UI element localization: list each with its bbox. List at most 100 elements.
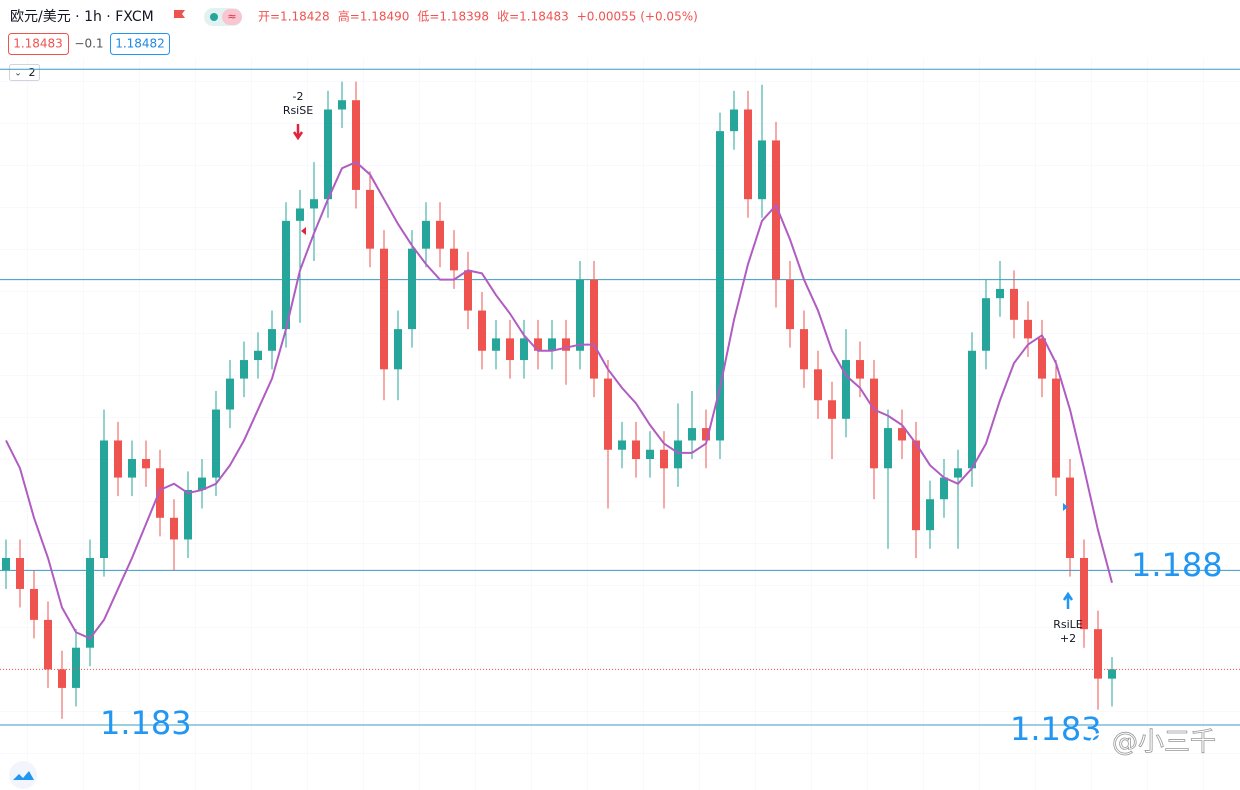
signal-name: RsiLE bbox=[1053, 618, 1083, 631]
candle-body bbox=[128, 459, 136, 478]
candle-body bbox=[842, 360, 850, 419]
candle-body bbox=[114, 440, 122, 478]
line-label: 1.183 bbox=[1010, 710, 1102, 748]
candle-body bbox=[366, 189, 374, 249]
legend-item: 收=1.18483 bbox=[497, 10, 569, 24]
candle-body bbox=[744, 109, 752, 200]
flag-icon[interactable] bbox=[174, 10, 185, 18]
candle-body bbox=[338, 100, 346, 110]
candle-body bbox=[968, 350, 976, 469]
signal-name: RsiSE bbox=[283, 104, 313, 117]
legend-item: +0.00055 (+0.05%) bbox=[577, 10, 698, 24]
badge-text: 1.18483 bbox=[13, 37, 63, 51]
legend-item: 开=1.18428 bbox=[258, 10, 330, 24]
candle-body bbox=[296, 208, 304, 221]
candle-body bbox=[506, 338, 514, 361]
chevron: ⌄ bbox=[14, 69, 22, 79]
logo-bg[interactable] bbox=[9, 761, 37, 789]
watermark-icon bbox=[1090, 733, 1110, 753]
candle-body bbox=[926, 499, 934, 531]
candle-body bbox=[982, 298, 990, 351]
candle-body bbox=[310, 199, 318, 209]
candle-body bbox=[16, 558, 24, 589]
candle-body bbox=[240, 360, 248, 379]
candle-body bbox=[520, 338, 528, 361]
candle-body bbox=[282, 220, 290, 330]
signal-marker bbox=[1063, 503, 1068, 511]
candle-body bbox=[996, 288, 1004, 299]
candle-body bbox=[548, 338, 556, 351]
candle-body bbox=[450, 248, 458, 271]
candle-body bbox=[716, 131, 724, 441]
candle-body bbox=[814, 369, 822, 401]
candle-body bbox=[268, 329, 276, 351]
signal-qty: +2 bbox=[1060, 632, 1076, 645]
candle-body bbox=[324, 109, 332, 200]
dot-icon bbox=[210, 13, 218, 21]
wave-symbol: ≈ bbox=[227, 10, 236, 23]
candle-body bbox=[884, 428, 892, 469]
candle-body bbox=[394, 329, 402, 370]
candle-body bbox=[898, 428, 906, 441]
candle-body bbox=[254, 350, 262, 361]
candle-body bbox=[688, 428, 696, 441]
candle-body bbox=[492, 338, 500, 351]
candle-body bbox=[1024, 319, 1032, 339]
candle-body bbox=[660, 449, 668, 469]
candle-body bbox=[828, 400, 836, 419]
line-label: 1.188 bbox=[1131, 546, 1223, 584]
candle-body bbox=[534, 338, 542, 351]
indicator-count: 2 bbox=[29, 66, 36, 79]
candle-body bbox=[212, 409, 220, 478]
candle-body bbox=[478, 310, 486, 351]
symbol[interactable]: 欧元/美元 · 1h · FXCM bbox=[10, 9, 154, 25]
candle-body bbox=[156, 468, 164, 518]
candle-body bbox=[352, 100, 360, 190]
candle-body bbox=[702, 428, 710, 441]
candle-body bbox=[86, 558, 94, 648]
badge bbox=[110, 33, 170, 55]
badge-text: 1.18482 bbox=[115, 37, 165, 51]
candle-body bbox=[758, 140, 766, 200]
candle-body bbox=[562, 338, 570, 351]
legend-item: 高=1.18490 bbox=[338, 9, 410, 24]
signal-arrow bbox=[1062, 591, 1074, 609]
candle-body bbox=[142, 459, 150, 469]
candle-body bbox=[1108, 669, 1116, 679]
candle-body bbox=[408, 248, 416, 330]
signal-marker bbox=[301, 227, 306, 235]
legend-item: 低=1.18398 bbox=[417, 10, 489, 24]
candle-body bbox=[198, 477, 206, 490]
signal-arrow bbox=[292, 124, 304, 141]
candle-body bbox=[590, 279, 598, 379]
badge bbox=[8, 33, 69, 55]
logo bbox=[13, 771, 34, 780]
candle-body bbox=[226, 378, 234, 410]
ohlc-legend: 开=1.18428 高=1.18490 低=1.18398 收=1.18483 +0.0… bbox=[258, 9, 698, 24]
indicator-toggle[interactable] bbox=[9, 64, 40, 81]
candle-body bbox=[772, 140, 780, 280]
moving-average bbox=[5, 160, 1113, 640]
candle-body bbox=[1038, 338, 1046, 379]
candle-body bbox=[184, 489, 192, 540]
candle-body bbox=[2, 558, 10, 571]
candle-body bbox=[954, 468, 962, 478]
candle-body bbox=[58, 669, 66, 688]
line-label: 1.183 bbox=[100, 704, 192, 742]
candle-body bbox=[72, 647, 80, 688]
candle-body bbox=[100, 440, 108, 559]
candle-body bbox=[856, 360, 864, 379]
candle-body bbox=[44, 619, 52, 670]
candle-body bbox=[912, 440, 920, 531]
candle-body bbox=[422, 220, 430, 249]
candle-body bbox=[730, 109, 738, 132]
candle-body bbox=[436, 220, 444, 249]
candle-body bbox=[380, 248, 388, 370]
candle-body bbox=[800, 329, 808, 370]
candle-body bbox=[604, 378, 612, 450]
candle-body bbox=[1094, 629, 1102, 679]
wave-icon[interactable] bbox=[222, 9, 242, 25]
badge-text: −0.1 bbox=[74, 37, 103, 51]
